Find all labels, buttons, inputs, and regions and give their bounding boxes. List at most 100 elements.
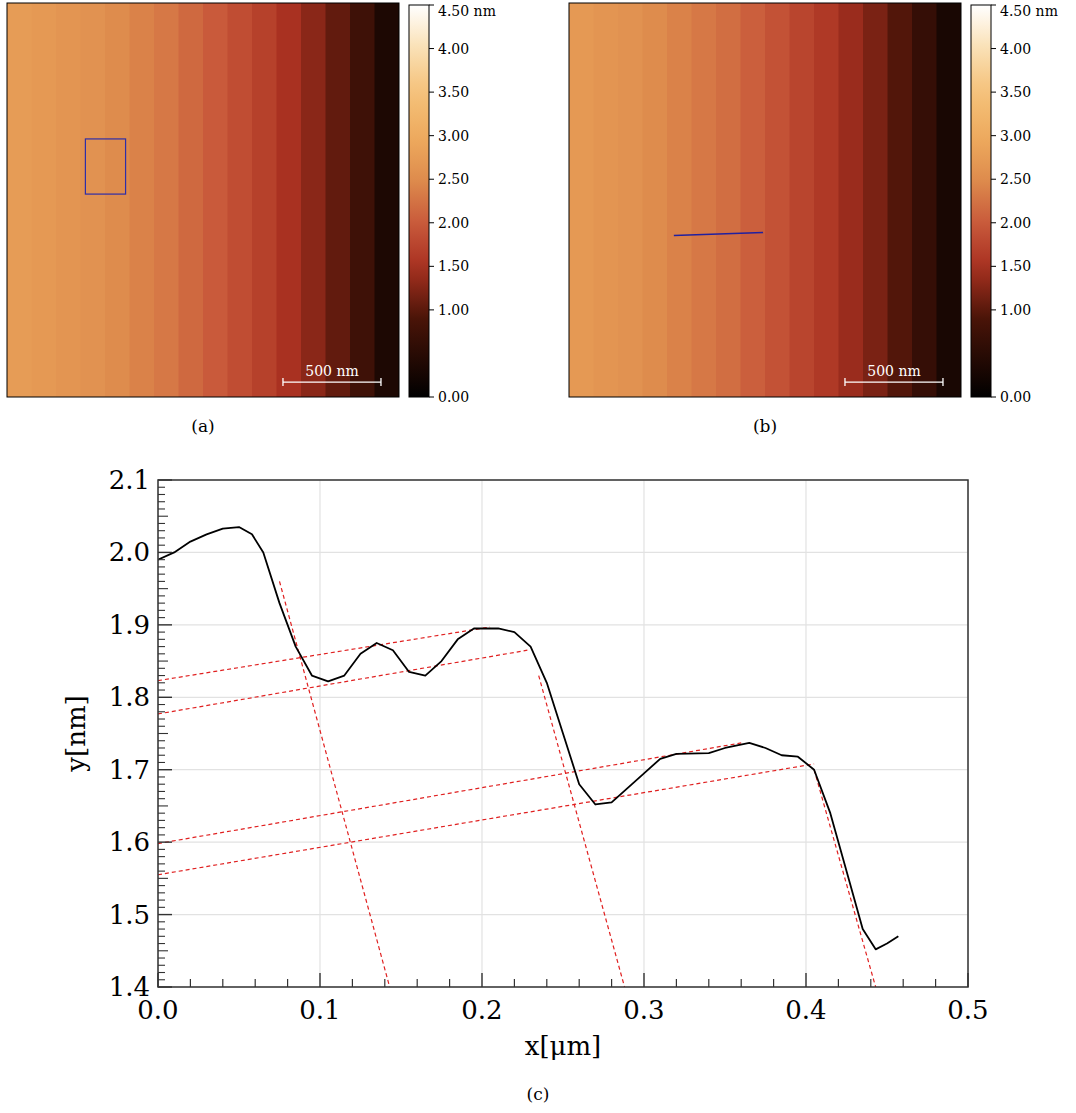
y-minor-tick	[158, 675, 165, 676]
colorbar-label: 3.50	[438, 84, 469, 100]
profile-line	[674, 233, 763, 236]
y-minor-tick	[158, 581, 165, 582]
x-minor-tick	[773, 979, 774, 987]
y-tick	[158, 624, 172, 625]
grid-line	[481, 480, 482, 987]
heat-cell	[814, 3, 839, 397]
colorbar-tick	[991, 309, 996, 310]
fit-line	[280, 581, 390, 987]
image-frame	[569, 3, 961, 397]
fit-line	[158, 764, 814, 875]
colorbar-tick	[991, 92, 996, 93]
y-minor-tick	[158, 921, 165, 922]
colorbar-tick	[991, 48, 996, 49]
heat-cell	[716, 3, 741, 397]
heat-cell	[7, 3, 32, 397]
heat-cell	[839, 3, 864, 397]
panel-label: (a)	[191, 416, 214, 436]
y-minor-tick	[158, 530, 165, 531]
colorbar-label: 2.50	[438, 171, 469, 187]
grid-line	[805, 480, 806, 987]
y-tick	[158, 479, 172, 480]
x-tick	[643, 973, 644, 987]
figure: 500 nm4.50 nm4.003.503.002.502.001.501.0…	[0, 0, 1076, 1113]
heat-cell	[741, 3, 766, 397]
y-minor-tick	[158, 523, 165, 524]
y-minor-tick	[158, 900, 165, 901]
y-minor-tick	[158, 834, 165, 835]
fit-line	[814, 770, 876, 987]
colorbar-tick	[991, 5, 996, 6]
y-minor-tick	[158, 747, 165, 748]
x-minor-tick	[870, 979, 871, 987]
colorbar-label: 1.00	[1000, 302, 1031, 318]
heat-cell	[643, 3, 668, 397]
colorbar-label: 4.00	[438, 41, 469, 57]
colorbar-tick	[429, 48, 434, 49]
fit-line	[158, 650, 527, 714]
x-minor-tick	[384, 979, 385, 987]
scale-bar-cap	[942, 378, 943, 386]
y-tick-label: 1.5	[109, 900, 150, 930]
y-minor-tick	[158, 972, 165, 973]
y-minor-tick	[158, 733, 168, 734]
y-minor-tick	[158, 885, 165, 886]
y-tick	[158, 552, 172, 553]
y-minor-tick	[158, 849, 165, 850]
heat-cell	[667, 3, 692, 397]
heat-cell	[790, 3, 815, 397]
heat-cell	[937, 3, 962, 397]
y-minor-tick	[158, 646, 165, 647]
colorbar-label: 3.00	[1000, 128, 1031, 144]
grid-line	[158, 842, 968, 843]
x-minor-tick	[546, 979, 547, 987]
y-minor-tick	[158, 950, 168, 951]
colorbar-label: 1.50	[438, 258, 469, 274]
colorbar-tick	[429, 309, 434, 310]
y-minor-tick	[158, 610, 165, 611]
colorbar	[971, 5, 991, 397]
y-minor-tick	[158, 776, 165, 777]
x-minor-tick	[352, 979, 353, 987]
y-minor-tick	[158, 574, 165, 575]
x-minor-tick	[222, 979, 223, 987]
y-minor-tick	[158, 632, 165, 633]
y-tick-label: 1.6	[109, 827, 150, 857]
y-tick-label: 2.1	[109, 465, 150, 495]
y-minor-tick	[158, 559, 165, 560]
y-minor-tick	[158, 726, 165, 727]
y-minor-tick	[158, 537, 165, 538]
heat-cell	[179, 3, 204, 397]
x-minor-tick	[449, 979, 450, 987]
scale-bar-label: 500 nm	[305, 363, 358, 379]
y-minor-tick	[158, 827, 165, 828]
y-minor-tick	[158, 820, 165, 821]
heat-cell	[228, 3, 253, 397]
x-tick	[805, 973, 806, 987]
y-tick	[158, 914, 172, 915]
y-minor-tick	[158, 863, 165, 864]
y-minor-tick	[158, 979, 165, 980]
roi-rect	[85, 139, 125, 194]
grid-line	[158, 552, 968, 553]
scale-bar-cap	[844, 378, 845, 386]
x-minor-tick	[417, 979, 418, 987]
heat-cell	[692, 3, 717, 397]
panel-label: (c)	[527, 1084, 550, 1104]
colorbar	[409, 5, 429, 397]
x-tick-label: 0.1	[299, 995, 340, 1025]
cells	[7, 3, 399, 397]
y-minor-tick	[158, 929, 165, 930]
x-minor-tick	[676, 979, 677, 987]
heat-cell	[252, 3, 277, 397]
grid-line	[158, 769, 968, 770]
y-minor-tick	[158, 784, 165, 785]
colorbar-label: 4.00	[1000, 41, 1031, 57]
heat-cell	[888, 3, 913, 397]
x-tick-label: 0.2	[461, 995, 502, 1025]
grid-line	[643, 480, 644, 987]
x-axis-title: x[μm]	[525, 1031, 602, 1061]
scale-bar-cap	[380, 378, 381, 386]
heat-cell	[105, 3, 130, 397]
image-panel: 500 nm4.50 nm4.003.503.002.502.001.501.0…	[7, 3, 496, 405]
